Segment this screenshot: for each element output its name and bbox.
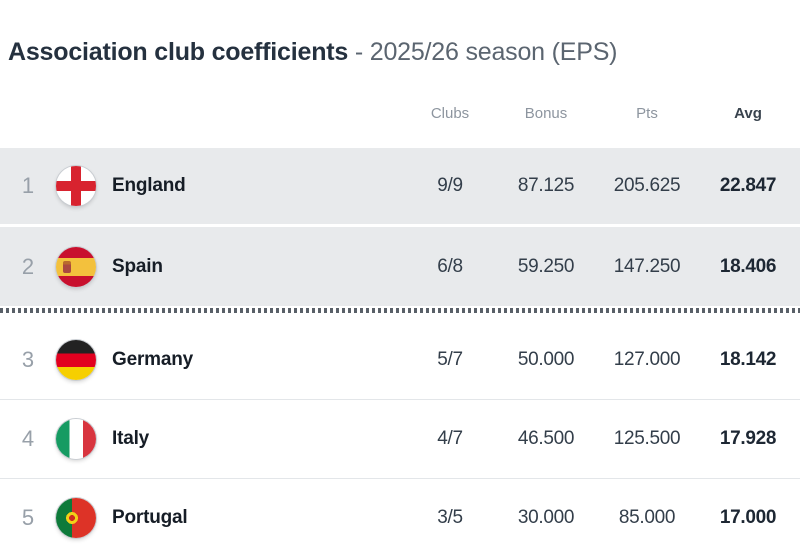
country-name: England bbox=[112, 175, 186, 196]
qualification-cutoff-divider bbox=[0, 308, 800, 313]
clubs-value: 9/9 bbox=[437, 175, 463, 196]
table-row: 1 England 9/9 87.125 205.625 22.847 bbox=[0, 148, 800, 227]
portugal-flag-icon bbox=[56, 498, 96, 538]
avg-value: 22.847 bbox=[719, 175, 777, 196]
germany-flag-icon bbox=[56, 339, 96, 380]
table-row: 3 Germany 5/7 50.000 127.000 18.142 bbox=[0, 320, 800, 399]
rank-number: 4 bbox=[21, 426, 35, 451]
avg-value: 17.000 bbox=[719, 507, 777, 528]
clubs-value: 6/8 bbox=[437, 255, 463, 277]
page-title-main: Association club coefficients bbox=[8, 38, 349, 66]
rank-number: 5 bbox=[21, 505, 35, 530]
rank-number: 2 bbox=[21, 253, 35, 279]
column-header-clubs: Clubs bbox=[430, 105, 470, 122]
bonus-value: 87.125 bbox=[517, 175, 575, 196]
pts-value: 85.000 bbox=[618, 507, 676, 528]
table-header-row: Clubs Bonus Pts Avg bbox=[0, 88, 800, 132]
rank-number: 3 bbox=[21, 346, 35, 372]
country-name: Spain bbox=[112, 255, 163, 277]
country-name: Italy bbox=[112, 428, 150, 449]
page-title: Association club coefficients - 2025/26 … bbox=[8, 38, 800, 66]
column-header-avg: Avg bbox=[734, 105, 762, 122]
italy-flag-icon bbox=[56, 419, 96, 459]
country-name: Portugal bbox=[112, 507, 188, 528]
pts-value: 127.000 bbox=[613, 348, 681, 370]
bonus-value: 50.000 bbox=[517, 348, 575, 370]
avg-value: 17.928 bbox=[719, 428, 777, 449]
clubs-value: 5/7 bbox=[437, 348, 463, 370]
bonus-value: 59.250 bbox=[517, 255, 575, 277]
avg-value: 18.142 bbox=[719, 348, 777, 370]
column-header-bonus: Bonus bbox=[524, 105, 568, 122]
spain-flag-icon bbox=[56, 246, 96, 287]
clubs-value: 4/7 bbox=[437, 428, 463, 449]
pts-value: 125.500 bbox=[613, 428, 681, 449]
rank-number: 1 bbox=[21, 173, 35, 198]
table-row: 4 Italy 4/7 46.500 125.500 17.928 bbox=[0, 399, 800, 478]
bonus-value: 30.000 bbox=[517, 507, 575, 528]
country-name: Germany bbox=[112, 348, 193, 370]
pts-value: 147.250 bbox=[613, 255, 681, 277]
table-row: 2 Spain 6/8 59.250 147.250 18.406 bbox=[0, 227, 800, 306]
column-header-pts: Pts bbox=[636, 105, 658, 122]
bonus-value: 46.500 bbox=[517, 428, 575, 449]
table-row: 5 Portugal 3/5 30.000 85.000 17.000 bbox=[0, 478, 800, 555]
page-title-season: - 2025/26 season (EPS) bbox=[348, 38, 618, 66]
avg-value: 18.406 bbox=[719, 255, 777, 277]
pts-value: 205.625 bbox=[613, 175, 681, 196]
england-flag-icon bbox=[56, 166, 96, 206]
clubs-value: 3/5 bbox=[437, 507, 463, 528]
